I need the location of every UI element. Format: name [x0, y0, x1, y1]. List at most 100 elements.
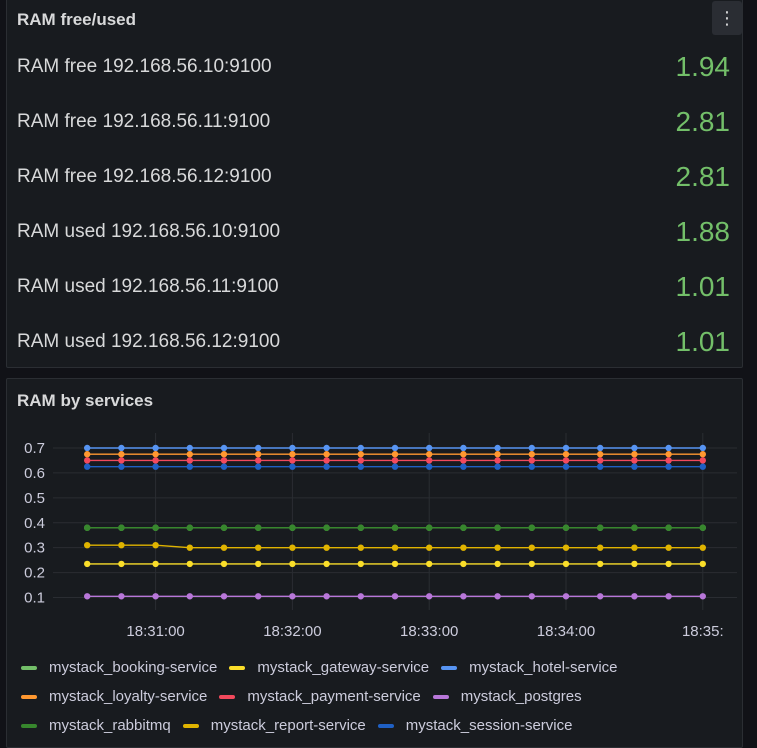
stat-label: RAM used 192.168.56.12:9100 [17, 331, 281, 352]
data-point [597, 451, 604, 458]
data-point [289, 593, 296, 600]
legend-row: mystack_booking-service mystack_gateway-… [21, 653, 732, 682]
ram-free-used-panel: RAM free/used ⋮ RAM free 192.168.56.10:9… [6, 0, 743, 368]
data-point [323, 593, 330, 600]
data-point [665, 560, 672, 568]
data-point [186, 457, 193, 464]
data-point [323, 444, 330, 452]
legend-item[interactable]: mystack_report-service [182, 717, 366, 734]
data-point [220, 444, 228, 452]
legend-row: mystack_rabbitmq mystack_report-service … [21, 711, 732, 740]
data-point [426, 457, 433, 464]
legend-item[interactable]: mystack_booking-service [21, 659, 217, 676]
services-panel-title: RAM by services [17, 391, 154, 410]
data-point [186, 463, 193, 470]
legend-swatch [21, 694, 37, 699]
x-tick-label: 18:33:00 [400, 623, 458, 640]
data-point [357, 524, 364, 531]
legend-item[interactable]: mystack_hotel-service [441, 659, 618, 676]
legend-label: mystack_gateway-service [257, 659, 430, 676]
data-point [289, 451, 296, 458]
data-point [186, 524, 193, 531]
data-point [152, 457, 159, 464]
legend-label: mystack_postgres [460, 688, 582, 705]
stat-row: RAM used 192.168.56.11:9100 1.01 [17, 267, 730, 307]
data-point [494, 457, 501, 464]
data-point [426, 444, 433, 452]
data-point [631, 544, 638, 551]
data-point [562, 593, 570, 600]
legend-item[interactable]: mystack_session-service [377, 717, 573, 734]
legend-item[interactable]: mystack_loyalty-service [21, 688, 207, 705]
data-point [289, 463, 296, 470]
data-point [186, 544, 193, 551]
legend-swatch [377, 723, 394, 728]
data-point [562, 560, 570, 568]
data-point [562, 544, 570, 551]
legend-item[interactable]: mystack_gateway-service [229, 659, 429, 676]
data-point [426, 524, 433, 531]
data-point [528, 560, 535, 568]
data-point [699, 544, 706, 551]
data-point [289, 560, 296, 568]
data-point [597, 444, 604, 452]
data-point [699, 457, 706, 464]
ram-services-chart[interactable]: 0.1 0.2 0.3 0.4 0.5 0.6 0.7 18:31:00 18:32:00 18:… [7, 379, 742, 647]
data-point [528, 444, 535, 452]
data-point [323, 451, 330, 458]
x-tick-label: 18:32:00 [263, 623, 321, 640]
data-point [118, 541, 125, 549]
data-point [220, 544, 228, 551]
data-point [118, 560, 125, 568]
data-point [631, 451, 638, 458]
stat-value: 2.81 [675, 161, 731, 192]
data-point [118, 593, 125, 600]
stat-label: RAM free 192.168.56.11:9100 [17, 111, 271, 132]
legend-label: mystack_loyalty-service [49, 688, 208, 705]
panel-menu-icon[interactable]: ⋮ [712, 1, 742, 35]
data-point [357, 593, 364, 600]
data-point [460, 593, 467, 600]
legend-label: mystack_booking-service [49, 659, 218, 676]
data-point [220, 560, 228, 568]
data-point [460, 524, 467, 531]
data-point [426, 544, 433, 551]
legend-label: mystack_report-service [210, 717, 366, 734]
legend-swatch [229, 665, 246, 670]
data-point [494, 444, 501, 452]
data-point [460, 560, 467, 568]
legend-label: mystack_session-service [405, 717, 573, 734]
data-point [289, 524, 296, 531]
data-point [84, 524, 91, 531]
data-point [391, 524, 399, 531]
stat-row: RAM free 192.168.56.11:9100 2.81 [17, 102, 730, 142]
data-point [118, 524, 125, 531]
data-point [665, 593, 672, 600]
data-point [426, 560, 433, 568]
stat-value: 2.81 [675, 106, 731, 137]
legend-swatch [182, 723, 199, 728]
data-point [528, 524, 535, 531]
data-point [255, 524, 262, 531]
data-point [323, 560, 330, 568]
data-point [562, 463, 570, 470]
y-tick-label: 0.6 [24, 465, 45, 482]
legend-label: mystack_hotel-service [469, 659, 618, 676]
y-tick-label: 0.3 [24, 540, 45, 557]
legend-item[interactable]: mystack_payment-service [219, 688, 421, 705]
legend-row: mystack_loyalty-service mystack_payment-… [21, 682, 732, 711]
data-point [220, 524, 228, 531]
data-point [289, 544, 296, 551]
ram-panel-title: RAM free/used [17, 10, 137, 29]
data-point [186, 451, 193, 458]
data-point [391, 560, 399, 568]
data-point [699, 463, 706, 470]
data-point [597, 544, 604, 551]
data-point [391, 544, 399, 551]
legend-item[interactable]: mystack_postgres [432, 688, 582, 705]
data-point [255, 544, 262, 551]
data-point [494, 560, 501, 568]
data-point [665, 444, 672, 452]
legend-item[interactable]: mystack_rabbitmq [21, 717, 171, 734]
data-point [220, 451, 228, 458]
